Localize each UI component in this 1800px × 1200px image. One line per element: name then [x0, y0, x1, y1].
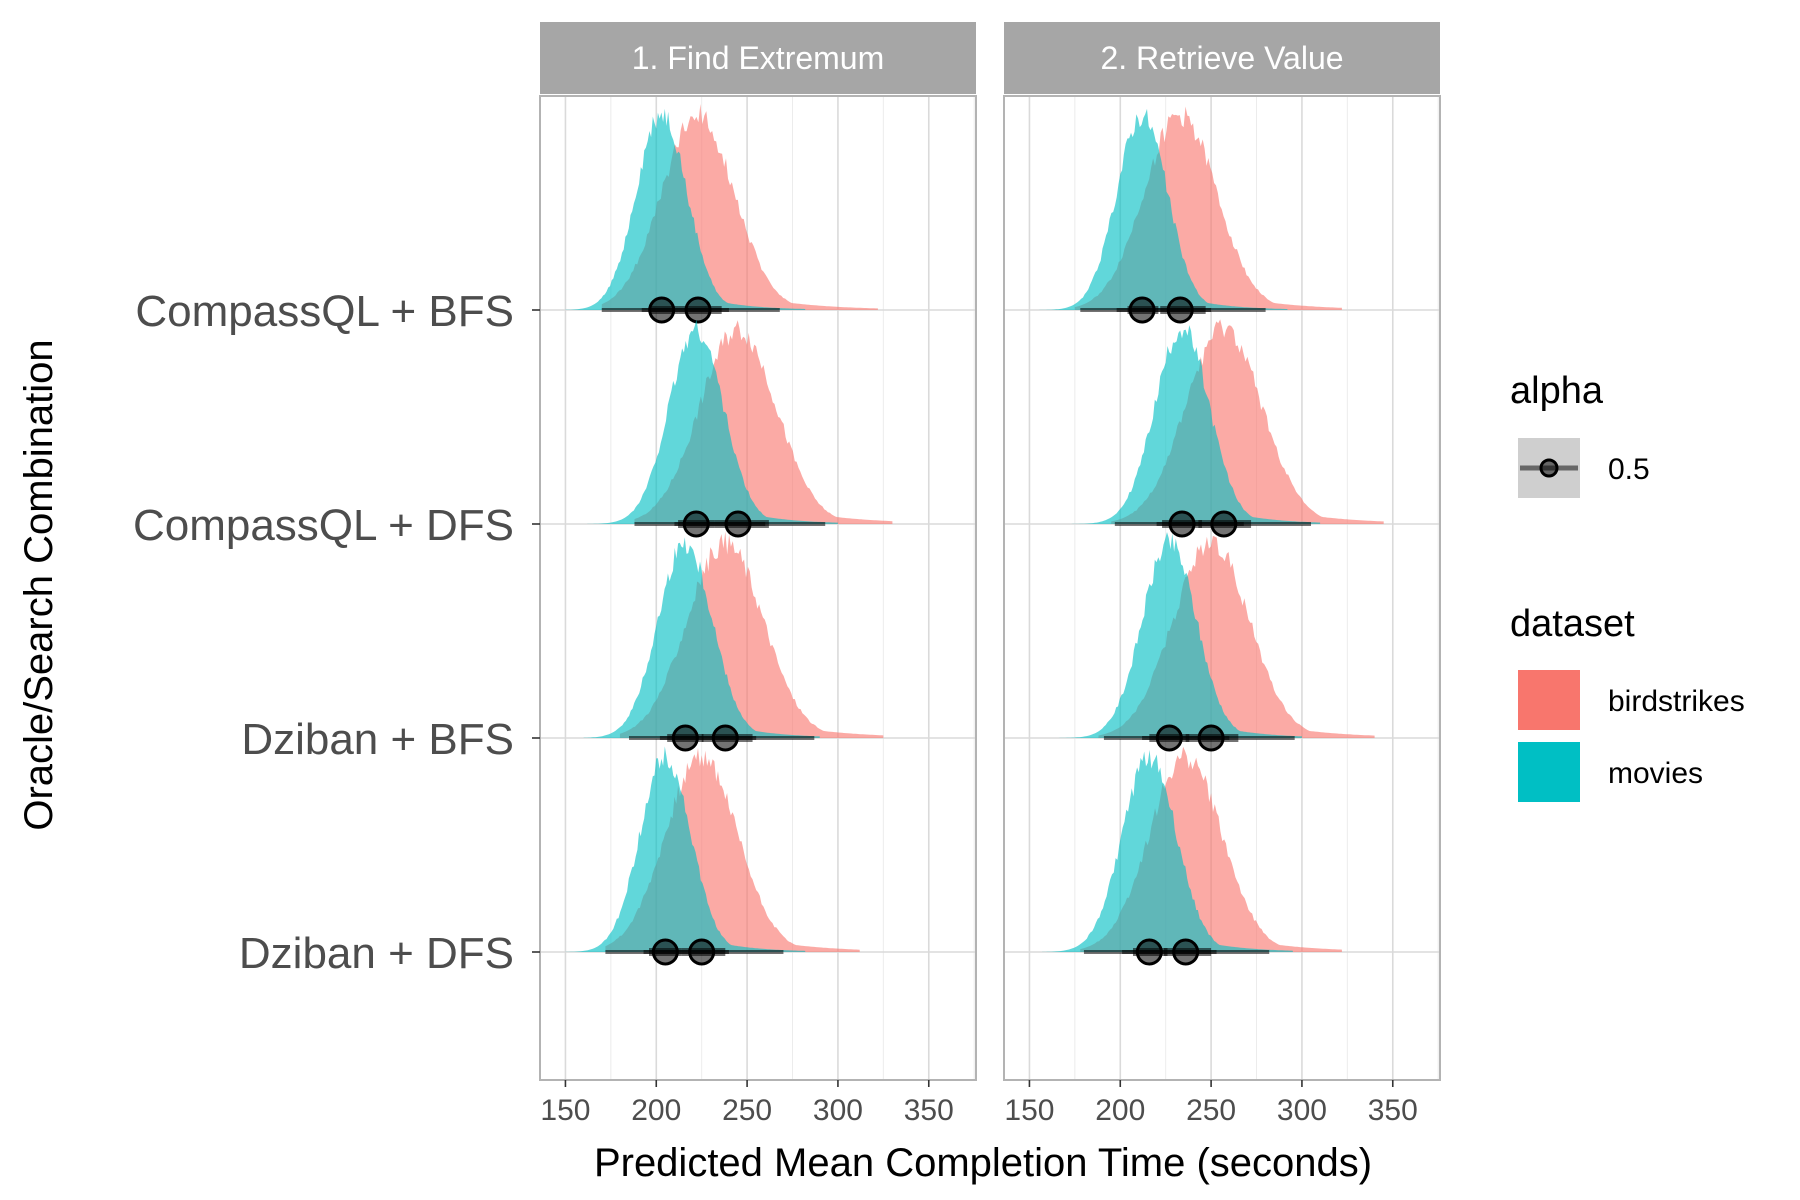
density-movies	[1065, 325, 1321, 524]
median-point-birdstrikes	[711, 724, 739, 752]
facet-panel: 1. Find Extremum 150 200 250 300 350	[539, 22, 977, 1127]
y-tick-label: CompassQL + BFS	[135, 287, 514, 336]
density-movies	[1056, 532, 1302, 738]
median-point-movies	[1155, 724, 1183, 752]
median-point-birdstrikes	[688, 938, 716, 966]
x-tick-label: 250	[722, 1094, 772, 1127]
legend: alpha 0.5 dataset birdstrikes movies	[1510, 370, 1745, 802]
legend-alpha-key-point	[1539, 458, 1559, 478]
y-tick-label: CompassQL + DFS	[133, 501, 514, 550]
x-tick-label: 350	[904, 1094, 954, 1127]
median-point-movies	[651, 938, 679, 966]
facet-strip	[540, 22, 976, 94]
legend-swatch-birdstrikes	[1518, 670, 1580, 730]
y-axis-tick-labels: CompassQL + BFS CompassQL + DFS Dziban + B…	[133, 287, 540, 978]
median-point-birdstrikes	[1172, 938, 1200, 966]
density-movies	[565, 108, 806, 310]
median-point-movies	[682, 510, 710, 538]
median-point-birdstrikes	[724, 510, 752, 538]
legend-alpha: alpha 0.5	[1510, 370, 1650, 498]
x-tick-label: 200	[1095, 1094, 1145, 1127]
x-tick-label: 350	[1368, 1094, 1418, 1127]
x-tick-label: 150	[1004, 1094, 1054, 1127]
facet-panel: 2. Retrieve Value 150 200 250 300 350	[1003, 22, 1441, 1127]
legend-alpha-title: alpha	[1510, 370, 1604, 412]
y-axis-title: Oracle/Search Combination	[17, 339, 61, 830]
legend-swatch-movies	[1518, 742, 1580, 802]
x-axis-title: Predicted Mean Completion Time (seconds)	[594, 1141, 1372, 1185]
density-movies	[565, 746, 806, 952]
legend-dataset-title: dataset	[1510, 603, 1635, 645]
panel-border	[1003, 95, 1441, 1081]
median-point-birdstrikes	[684, 296, 712, 324]
median-point-birdstrikes	[1210, 510, 1238, 538]
legend-dataset: dataset birdstrikes movies	[1510, 603, 1745, 802]
density-movies	[587, 319, 838, 524]
x-tick-label: 150	[540, 1094, 590, 1127]
median-point-birdstrikes	[1197, 724, 1225, 752]
x-tick-label: 250	[1186, 1094, 1236, 1127]
y-tick-label: Dziban + DFS	[239, 929, 514, 978]
facet-strip-label: 2. Retrieve Value	[1100, 40, 1343, 76]
y-tick-label: Dziban + BFS	[241, 715, 514, 764]
facet-strip-label: 1. Find Extremum	[632, 40, 885, 76]
median-point-birdstrikes	[1166, 296, 1194, 324]
x-tick-label: 300	[1277, 1094, 1327, 1127]
legend-label-movies: movies	[1608, 757, 1703, 790]
median-point-movies	[1168, 510, 1196, 538]
x-tick-label: 200	[631, 1094, 681, 1127]
density-movies	[1042, 749, 1293, 952]
median-point-movies	[671, 724, 699, 752]
density-movies	[583, 537, 820, 738]
panel-border	[539, 95, 977, 1081]
legend-label-birdstrikes: birdstrikes	[1608, 685, 1745, 718]
density-movies	[1038, 108, 1288, 311]
median-point-movies	[1135, 938, 1163, 966]
x-tick-label: 300	[813, 1094, 863, 1127]
legend-alpha-label: 0.5	[1608, 453, 1650, 486]
median-point-movies	[1128, 296, 1156, 324]
facet-strip	[1004, 22, 1440, 94]
median-point-movies	[648, 296, 676, 324]
